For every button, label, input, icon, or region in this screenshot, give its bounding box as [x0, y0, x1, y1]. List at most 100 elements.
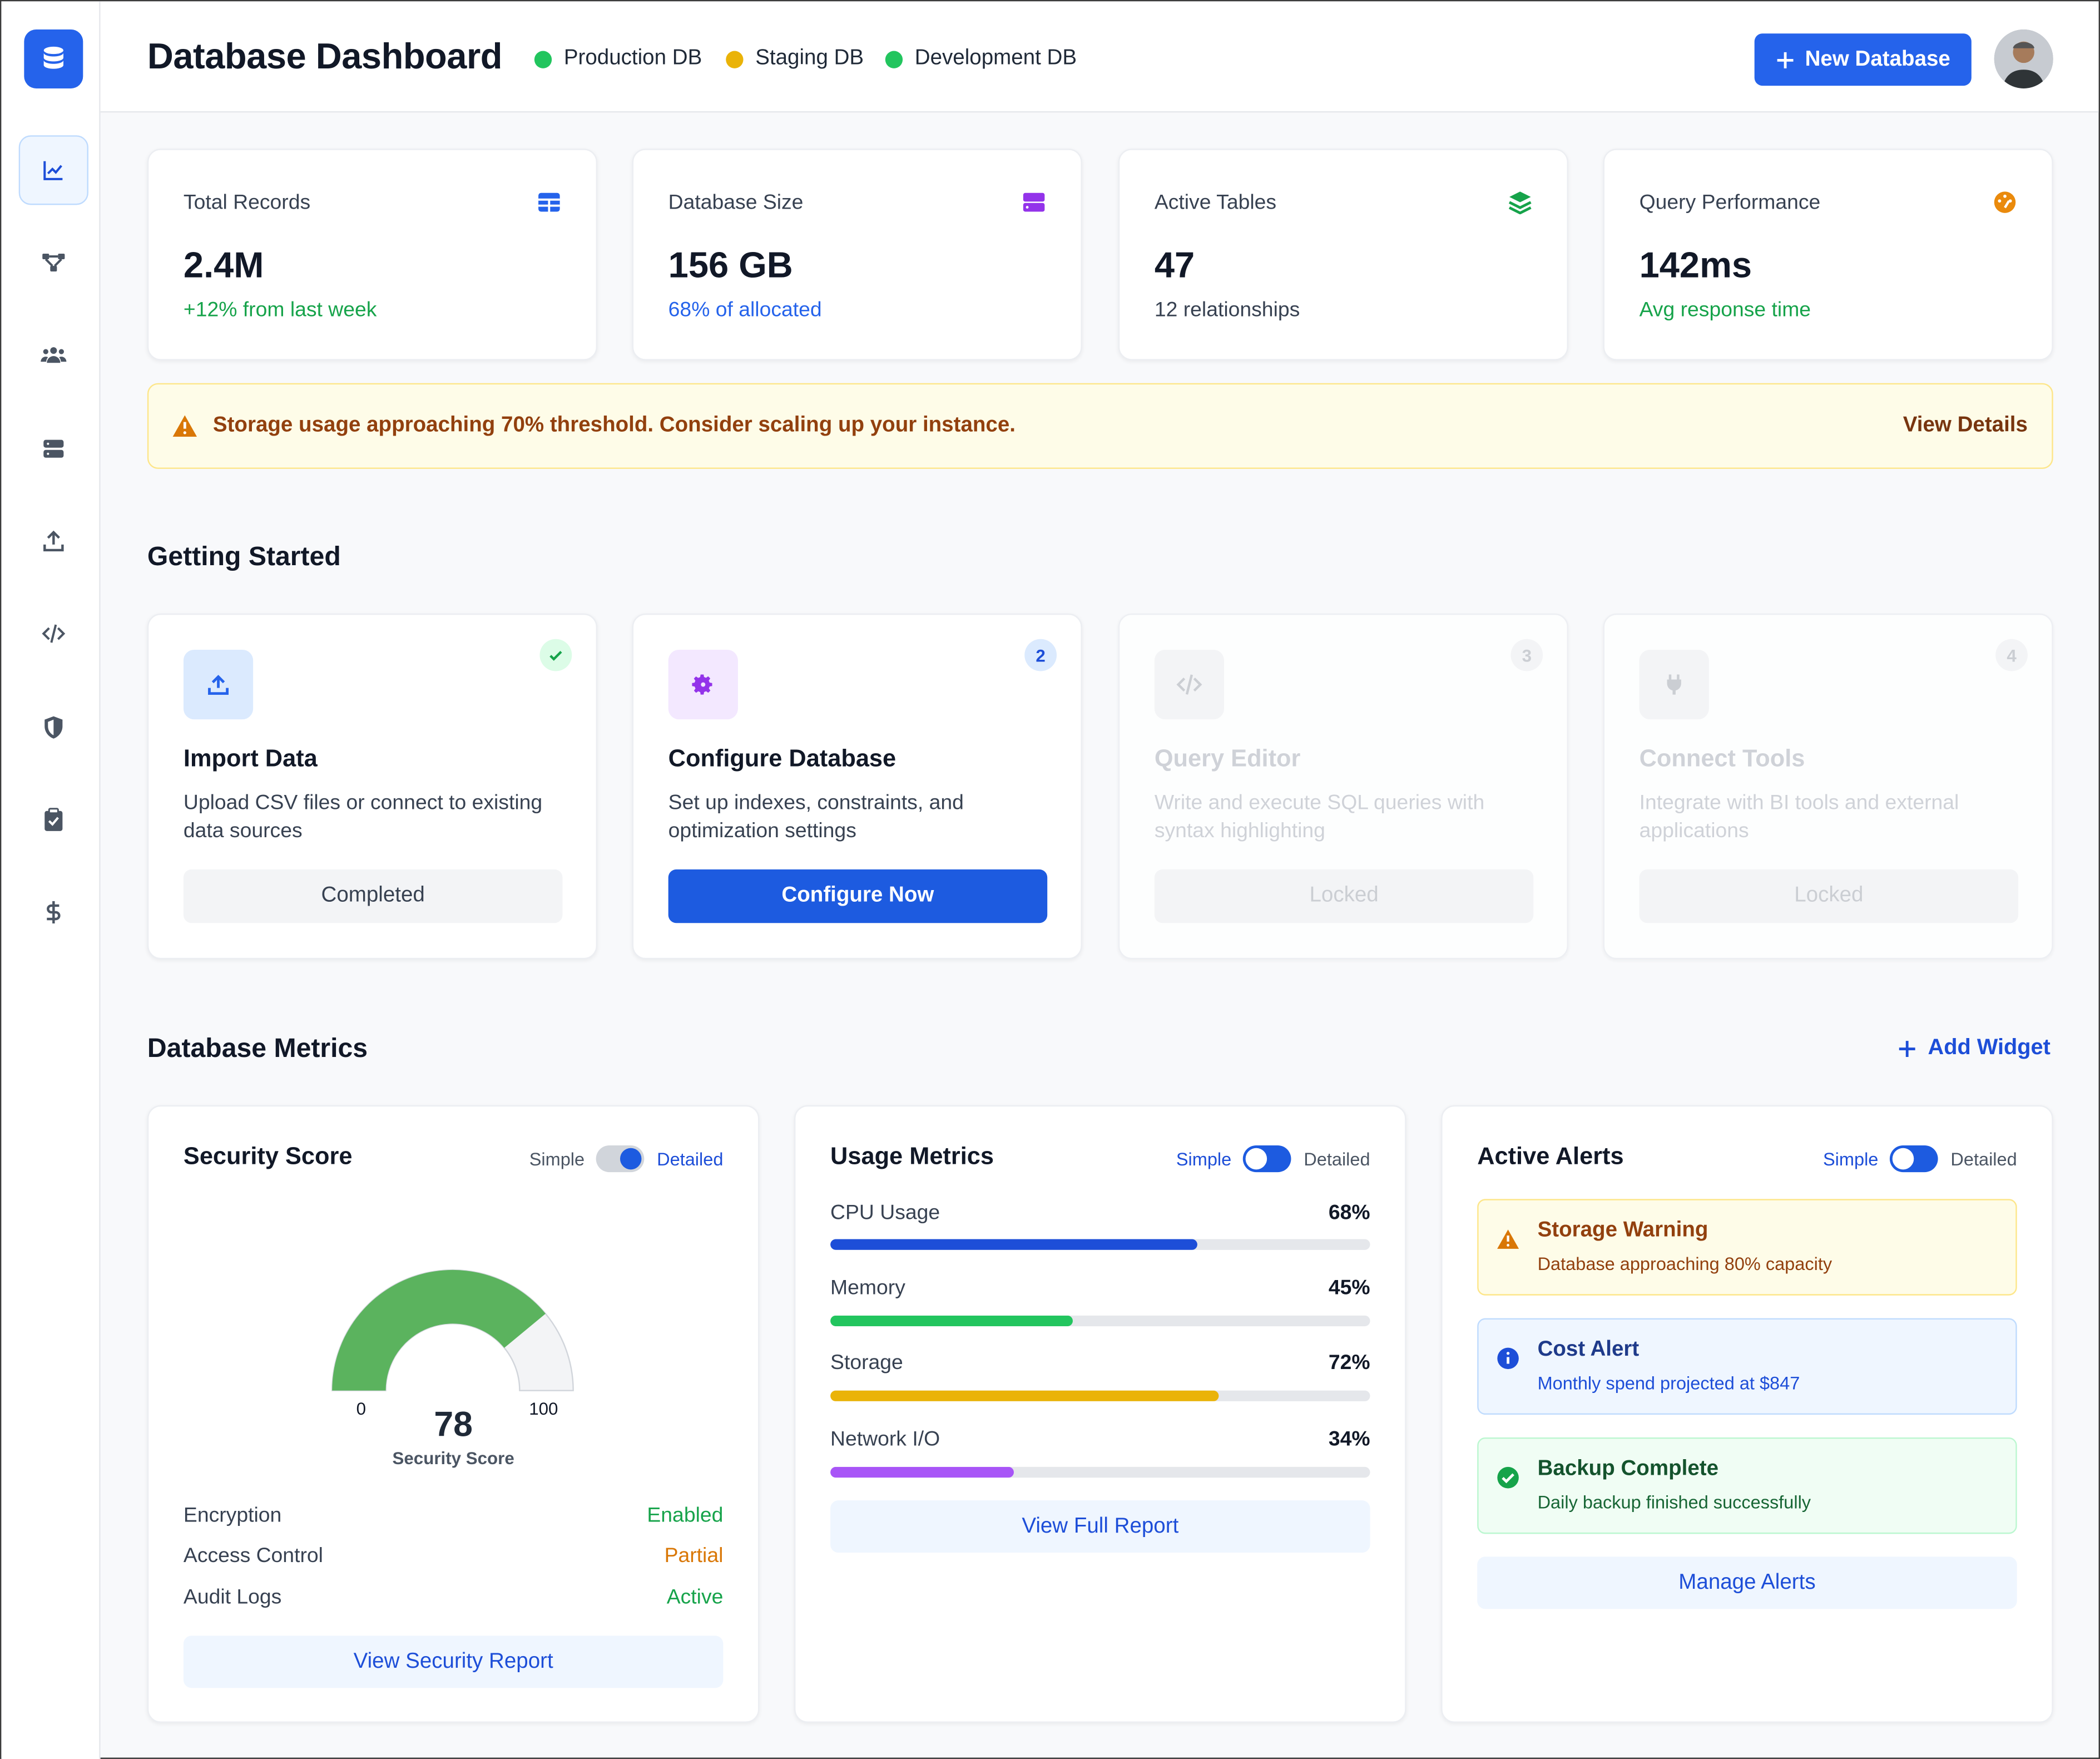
stat-value: 156 GB — [668, 245, 793, 285]
switch-knob — [1893, 1148, 1915, 1170]
stat-value: 2.4M — [183, 245, 264, 285]
completed-button[interactable]: Completed — [183, 869, 563, 923]
gauge-icon — [1994, 191, 2016, 213]
step-description: Upload CSV files or connect to existing … — [183, 792, 543, 843]
step-description: Set up indexes, constraints, and optimiz… — [668, 792, 964, 843]
card-title: Usage Metrics — [830, 1143, 994, 1170]
step-card-query-editor: 3 Query Editor Write and execute SQL que… — [1118, 613, 1568, 960]
locked-button[interactable]: Locked — [1639, 869, 2019, 923]
users-icon — [41, 347, 67, 363]
view-mode-switch[interactable] — [1890, 1145, 1939, 1173]
code-icon — [42, 624, 66, 643]
view-mode-switch[interactable] — [1243, 1145, 1292, 1173]
score-value: 78 — [434, 1404, 473, 1444]
toggle-simple-label[interactable]: Simple — [1822, 1148, 1879, 1169]
stat-sub: 12 relationships — [1154, 299, 1300, 322]
sidebar — [1, 1, 101, 1759]
toggle-simple-label[interactable]: Simple — [529, 1148, 585, 1169]
layers-icon — [1508, 191, 1532, 215]
new-database-button[interactable]: New Database — [1754, 33, 1972, 86]
database-logo-icon[interactable] — [24, 29, 83, 88]
usage-row-cpu: CPU Usage 68% — [830, 1202, 1370, 1226]
step-title: Import Data — [183, 744, 318, 772]
env-development[interactable]: Development DB — [885, 47, 1077, 71]
page-title: Database Dashboard — [147, 36, 503, 77]
dollar-icon — [47, 901, 61, 924]
upload-icon — [183, 649, 254, 720]
alert-title: Cost Alert — [1537, 1338, 1640, 1361]
manage-alerts-button[interactable]: Manage Alerts — [1477, 1557, 2017, 1609]
nav-security[interactable] — [19, 693, 88, 762]
nav-schema[interactable] — [19, 228, 88, 297]
nav-code[interactable] — [19, 599, 88, 668]
progress-track — [830, 1315, 1370, 1327]
alert-storage-warning[interactable]: Storage Warning Database approaching 80%… — [1477, 1199, 2017, 1296]
row-value: Active — [666, 1586, 724, 1609]
score-caption: Security Score — [392, 1448, 514, 1469]
status-dot-icon — [534, 50, 552, 68]
nav-server[interactable] — [19, 414, 88, 483]
env-staging[interactable]: Staging DB — [726, 47, 864, 71]
network-progress-fill — [830, 1466, 1014, 1478]
upload-icon — [43, 530, 64, 552]
security-row-audit-logs: Audit Logs Active — [184, 1586, 723, 1610]
add-widget-button[interactable]: Add Widget — [1897, 1036, 2051, 1061]
view-mode-switch[interactable] — [596, 1145, 645, 1173]
stat-label: Database Size — [668, 191, 804, 215]
cpu-progress-fill — [830, 1239, 1197, 1250]
active-alerts-card: Active Alerts Simple Detailed Storage Wa… — [1441, 1105, 2053, 1723]
row-value: Enabled — [647, 1504, 724, 1528]
security-score-card: Security Score Simple Detailed 0 100 78 … — [147, 1105, 760, 1723]
alert-backup-complete[interactable]: Backup Complete Daily backup finished su… — [1477, 1437, 2017, 1534]
nav-analytics[interactable] — [18, 135, 88, 205]
usage-row-memory: Memory 45% — [830, 1277, 1370, 1301]
gear-icon — [668, 649, 738, 720]
stat-card-database-size: Database Size 156 GB 68% of allocated — [632, 149, 1082, 360]
alert-cost[interactable]: Cost Alert Monthly spend projected at $8… — [1477, 1318, 2017, 1415]
security-row-encryption: Encryption Enabled — [184, 1504, 723, 1528]
stat-card-total-records: Total Records 2.4M +12% from last week — [147, 149, 598, 360]
view-security-report-button[interactable]: View Security Report — [183, 1636, 724, 1688]
plug-icon — [1639, 649, 1709, 720]
nav-upload[interactable] — [19, 506, 88, 576]
nav-billing[interactable] — [19, 877, 88, 947]
nav-users[interactable] — [19, 320, 88, 390]
nav-tasks[interactable] — [19, 785, 88, 854]
bar-percent: 45% — [1328, 1276, 1370, 1300]
toggle-detailed-label[interactable]: Detailed — [1304, 1148, 1370, 1169]
alert-description: Monthly spend projected at $847 — [1537, 1373, 1800, 1394]
step-number-badge: 4 — [1995, 639, 2028, 671]
env-production[interactable]: Production DB — [534, 47, 702, 71]
step-description: Write and execute SQL queries with synta… — [1154, 792, 1485, 843]
status-dot-icon — [885, 50, 903, 68]
stat-sub: +12% from last week — [183, 299, 377, 322]
schema-icon — [42, 253, 65, 272]
view-toggle: Simple Detailed — [529, 1145, 724, 1173]
row-label: Access Control — [183, 1544, 323, 1568]
gauge-min-label: 0 — [356, 1399, 366, 1419]
avatar[interactable] — [1994, 29, 2053, 88]
gauge-fill — [332, 1269, 546, 1391]
clipboard-check-icon — [44, 808, 63, 831]
storage-warning-banner: Storage usage approaching 70% threshold.… — [147, 383, 2053, 469]
toggle-detailed-label[interactable]: Detailed — [1950, 1148, 2017, 1169]
table-icon — [538, 192, 560, 212]
view-full-report-button[interactable]: View Full Report — [830, 1500, 1370, 1553]
view-details-link[interactable]: View Details — [1903, 414, 2028, 437]
locked-button[interactable]: Locked — [1154, 869, 1534, 923]
row-label: Encryption — [183, 1504, 282, 1528]
usage-metrics-card: Usage Metrics Simple Detailed CPU Usage … — [794, 1105, 1406, 1723]
check-circle-icon — [1497, 1466, 1519, 1489]
warning-icon — [1497, 1229, 1519, 1249]
view-toggle: Simple Detailed — [1176, 1145, 1370, 1173]
server-icon — [43, 439, 64, 458]
configure-now-button[interactable]: Configure Now — [668, 869, 1048, 923]
bar-percent: 72% — [1328, 1351, 1370, 1375]
stat-sub: 68% of allocated — [668, 299, 822, 322]
storage-progress-fill — [830, 1390, 1219, 1401]
toggle-detailed-label[interactable]: Detailed — [657, 1148, 724, 1169]
progress-track — [830, 1239, 1370, 1250]
switch-knob — [621, 1148, 642, 1170]
toggle-simple-label[interactable]: Simple — [1176, 1148, 1232, 1169]
